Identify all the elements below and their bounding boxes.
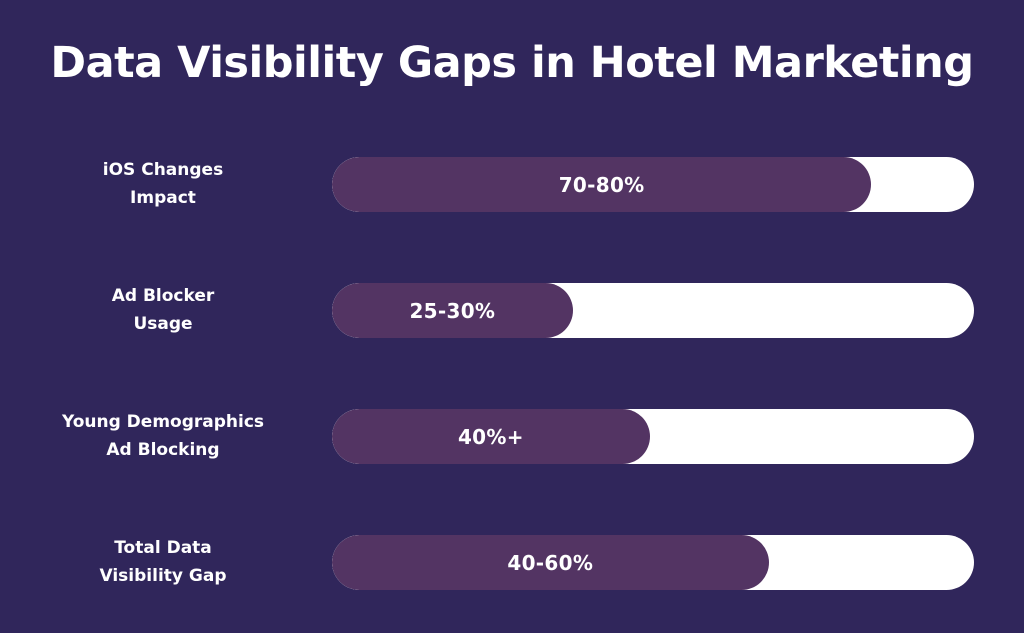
bar-track: 25-30% [332, 283, 974, 338]
bar-row-young-demographics: Young Demographics Ad Blocking 40%+ [0, 408, 1024, 464]
bar-young-demographics: 40%+ [332, 409, 650, 464]
bar-category-label: Total Data Visibility Gap [99, 538, 227, 586]
bar-category-label: Ad Blocker Usage [111, 286, 215, 334]
bar-row-ad-blocker: Ad Blocker Usage 25-30% [0, 282, 1024, 338]
bar-total-gap: 40-60% [332, 535, 769, 590]
bar-category-label: Young Demographics Ad Blocking [61, 412, 265, 460]
bar-row-ios-changes: iOS Changes Impact 70-80% [0, 156, 1024, 212]
bar-value-label: 70-80% [558, 172, 645, 197]
bar-ios-changes: 70-80% [332, 157, 872, 212]
bar-category-label: iOS Changes Impact [102, 160, 224, 208]
bar-row-total-gap: Total Data Visibility Gap 40-60% [0, 534, 1024, 590]
bar-track: 40-60% [332, 535, 974, 590]
bar-track: 40%+ [332, 409, 974, 464]
bar-ad-blocker: 25-30% [332, 283, 573, 338]
bar-value-label: 40%+ [457, 424, 524, 449]
bar-track: 70-80% [332, 157, 974, 212]
bar-value-label: 40-60% [507, 550, 594, 575]
chart-title: Data Visibility Gaps in Hotel Marketing [50, 38, 974, 88]
bar-value-label: 25-30% [409, 298, 496, 323]
